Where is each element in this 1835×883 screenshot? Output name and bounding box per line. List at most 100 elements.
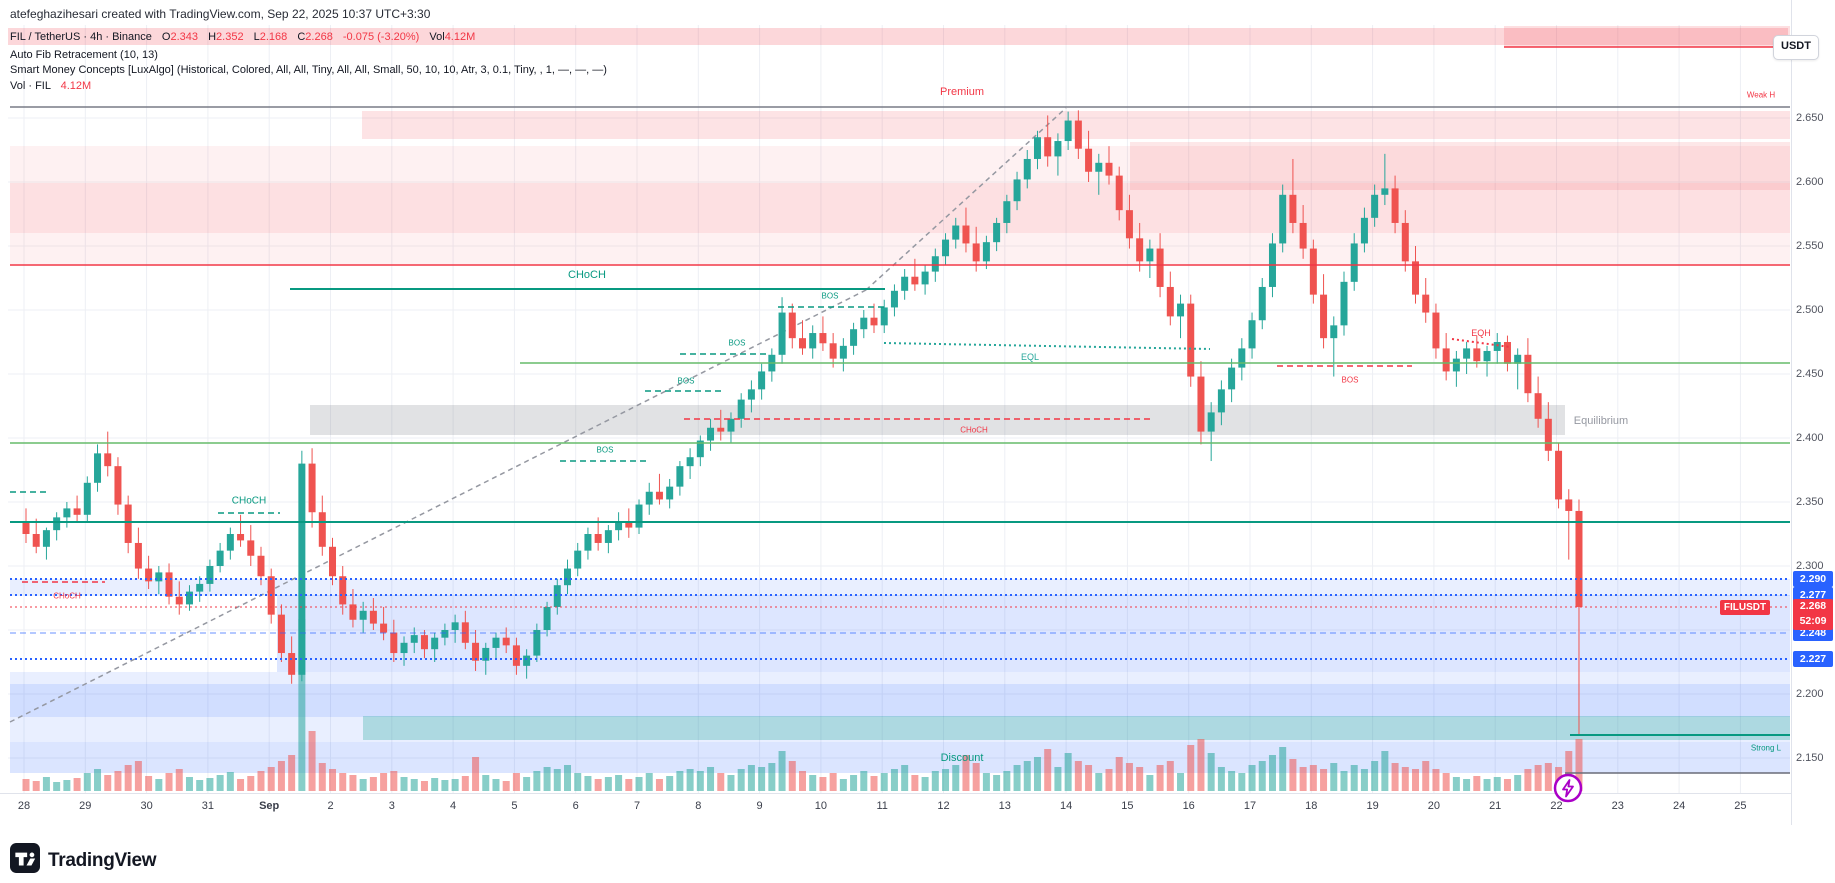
candle-body xyxy=(1279,194,1287,244)
last-price-value: 2.268 xyxy=(1799,599,1827,612)
time-axis-label[interactable]: 15 xyxy=(1121,800,1134,812)
volume-bar xyxy=(175,769,183,791)
candle-body xyxy=(104,453,112,467)
legend-symbol-row[interactable]: FIL / TetherUS · 4h · Binance O2.343 H2.… xyxy=(10,31,475,43)
time-axis-label[interactable]: 3 xyxy=(388,800,395,812)
price-axis-label[interactable]: 2.500 xyxy=(1796,304,1824,316)
price-axis-label[interactable]: 2.450 xyxy=(1796,368,1824,380)
price-axis-background[interactable] xyxy=(1792,0,1835,883)
time-axis-label[interactable]: 4 xyxy=(450,800,457,812)
price-axis-label[interactable]: 2.350 xyxy=(1796,496,1824,508)
candle-body xyxy=(1381,188,1389,195)
volume-bar xyxy=(1524,769,1532,791)
volume-bar xyxy=(502,781,510,791)
volume-bar xyxy=(604,777,612,791)
time-axis-label[interactable]: 21 xyxy=(1489,800,1502,812)
candle-body xyxy=(523,655,531,666)
volume-bar xyxy=(1483,779,1491,791)
volume-bar xyxy=(237,779,245,791)
tradingview-logo[interactable]: TradingView xyxy=(10,843,157,878)
chart-annotation-bos: BOS xyxy=(821,291,839,301)
time-axis-label[interactable]: 13 xyxy=(998,800,1011,812)
time-axis-label[interactable]: 8 xyxy=(695,800,702,812)
time-axis-label[interactable]: 23 xyxy=(1611,800,1624,812)
volume-bar xyxy=(880,773,888,791)
trendline-lower xyxy=(9,289,867,723)
symbol-price-line-label: FILUSDT xyxy=(1720,600,1770,615)
candle-body xyxy=(584,534,592,551)
time-axis-label[interactable]: 30 xyxy=(140,800,153,812)
candle-body xyxy=(288,653,296,675)
time-axis-label[interactable]: 29 xyxy=(79,800,92,812)
candle-body xyxy=(1217,389,1225,413)
premium-band-mid xyxy=(10,183,1790,233)
volume-bar xyxy=(165,773,173,791)
candle-body xyxy=(441,630,449,638)
volume-bar xyxy=(737,769,745,791)
price-axis-label[interactable]: 2.550 xyxy=(1796,240,1824,252)
candle-body xyxy=(1503,342,1511,364)
candle-body xyxy=(1575,510,1583,607)
time-axis-label[interactable]: 16 xyxy=(1182,800,1195,812)
time-axis-label[interactable]: 19 xyxy=(1366,800,1379,812)
time-axis-label[interactable]: 7 xyxy=(633,800,641,812)
price-axis-label[interactable]: 2.650 xyxy=(1796,112,1824,124)
candle-body xyxy=(1085,148,1093,172)
time-axis-label[interactable]: 2 xyxy=(327,800,334,812)
candle-body xyxy=(594,534,602,543)
volume-bar xyxy=(83,773,91,791)
candle-body xyxy=(124,504,132,543)
legend-fib-indicator[interactable]: Auto Fib Retracement (10, 13) xyxy=(10,49,158,61)
time-axis-label[interactable]: 18 xyxy=(1305,800,1318,812)
volume-bar xyxy=(972,763,980,791)
volume-bar xyxy=(53,782,61,791)
time-axis-label[interactable]: 6 xyxy=(572,800,579,812)
time-axis-label[interactable]: 22 xyxy=(1550,800,1563,812)
candle-body xyxy=(73,508,81,515)
time-axis-label[interactable]: 12 xyxy=(937,800,950,812)
time-axis-label[interactable]: 5 xyxy=(511,800,518,812)
price-axis-label[interactable]: 2.200 xyxy=(1796,688,1824,700)
volume-bar xyxy=(1136,767,1144,791)
candle-body xyxy=(42,530,50,547)
time-axis-label[interactable]: 20 xyxy=(1427,800,1441,812)
equilibrium-band xyxy=(310,405,1565,435)
time-axis-label[interactable]: Sep xyxy=(259,800,280,812)
time-axis-label[interactable]: 31 xyxy=(201,800,215,812)
volume-bar xyxy=(952,765,960,791)
volume-bar xyxy=(1299,767,1307,791)
candle-body xyxy=(1125,210,1133,239)
demand-base xyxy=(10,672,1790,773)
symbol-title[interactable]: FIL / TetherUS · 4h · Binance xyxy=(10,31,152,43)
price-axis-label[interactable]: 2.400 xyxy=(1796,432,1824,444)
volume-bar xyxy=(349,775,357,791)
time-axis-label[interactable]: 28 xyxy=(17,800,31,812)
lightning-marker-icon[interactable] xyxy=(1552,772,1584,809)
time-axis-label[interactable]: 17 xyxy=(1243,800,1257,812)
candle-body xyxy=(666,486,674,500)
time-axis-label[interactable]: 11 xyxy=(876,800,888,812)
legend-smc-indicator[interactable]: Smart Money Concepts [LuxAlgo] (Historic… xyxy=(10,64,607,76)
chart-annotation-eql: EQL xyxy=(1020,352,1040,362)
candle-body xyxy=(431,637,439,650)
candle-body xyxy=(1146,248,1154,262)
candle-body xyxy=(962,225,970,244)
volume-bar xyxy=(1177,773,1185,791)
time-axis-label[interactable]: 25 xyxy=(1734,800,1747,812)
time-axis-label[interactable]: 14 xyxy=(1059,800,1073,812)
candle-body xyxy=(543,606,551,630)
currency-usdt-button[interactable]: USDT xyxy=(1773,35,1819,60)
time-axis-label[interactable]: 9 xyxy=(756,800,763,812)
price-axis-label[interactable]: 2.300 xyxy=(1796,560,1824,572)
legend-volume-indicator[interactable]: Vol · FIL 4.12M xyxy=(10,80,91,92)
volume-bar xyxy=(574,773,582,791)
candle-body xyxy=(380,623,388,633)
time-axis-label[interactable]: 24 xyxy=(1672,800,1686,812)
candle-body xyxy=(1452,358,1460,372)
time-axis-label[interactable]: 10 xyxy=(814,800,828,812)
price-axis-label[interactable]: 2.600 xyxy=(1796,176,1824,188)
candle-body xyxy=(1544,418,1552,451)
volume-bar xyxy=(22,779,30,791)
price-axis-label[interactable]: 2.150 xyxy=(1796,752,1824,764)
